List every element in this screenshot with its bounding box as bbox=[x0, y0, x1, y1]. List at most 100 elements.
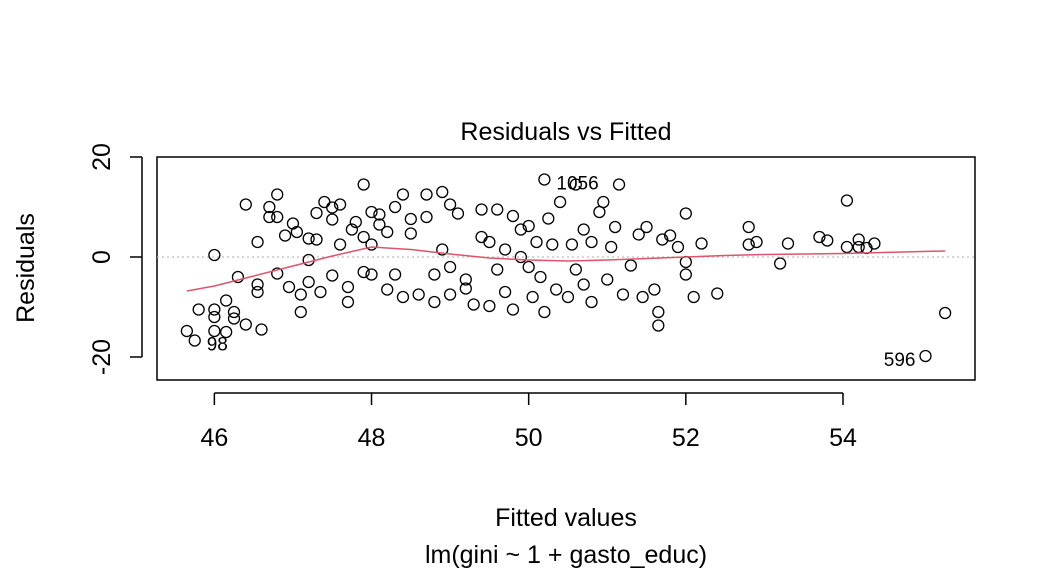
point bbox=[561, 290, 575, 304]
point bbox=[341, 295, 355, 309]
point bbox=[412, 288, 425, 301]
point bbox=[302, 232, 315, 245]
point bbox=[840, 194, 854, 207]
point bbox=[326, 201, 339, 214]
point bbox=[263, 210, 276, 224]
point bbox=[451, 207, 465, 220]
x-tick-label: 52 bbox=[672, 424, 700, 452]
point bbox=[616, 288, 630, 301]
point bbox=[333, 238, 347, 251]
point bbox=[227, 312, 241, 325]
point bbox=[781, 237, 795, 250]
point bbox=[271, 188, 284, 201]
point bbox=[526, 290, 539, 304]
point bbox=[388, 268, 402, 281]
point bbox=[443, 260, 457, 274]
point bbox=[522, 260, 535, 274]
point bbox=[373, 218, 386, 231]
point-label: 98 bbox=[207, 335, 228, 356]
point bbox=[365, 205, 378, 219]
point-label: 596 bbox=[884, 350, 916, 371]
point bbox=[443, 198, 457, 211]
point bbox=[538, 305, 551, 319]
point bbox=[656, 233, 669, 246]
point bbox=[365, 268, 378, 281]
point bbox=[569, 178, 582, 191]
point bbox=[381, 283, 394, 296]
point bbox=[428, 268, 441, 281]
plot-box bbox=[156, 156, 976, 381]
point bbox=[553, 195, 567, 209]
point bbox=[624, 259, 637, 272]
point bbox=[652, 319, 665, 332]
point bbox=[341, 280, 355, 294]
point bbox=[483, 235, 496, 249]
point bbox=[271, 210, 284, 224]
point bbox=[404, 212, 417, 226]
point bbox=[208, 310, 221, 324]
point bbox=[282, 280, 296, 294]
point bbox=[459, 273, 472, 286]
point bbox=[436, 185, 449, 199]
point bbox=[475, 230, 488, 244]
point bbox=[326, 269, 339, 282]
point-label: 1056 bbox=[556, 174, 598, 195]
point bbox=[302, 275, 315, 289]
point bbox=[227, 305, 241, 319]
point bbox=[208, 303, 221, 316]
point bbox=[542, 212, 555, 225]
point bbox=[773, 257, 787, 270]
point bbox=[278, 229, 292, 242]
point bbox=[443, 288, 457, 301]
point bbox=[239, 318, 252, 331]
point bbox=[428, 295, 441, 309]
point bbox=[679, 268, 692, 281]
point bbox=[565, 238, 579, 251]
point bbox=[514, 223, 527, 236]
point bbox=[663, 229, 677, 242]
point bbox=[192, 303, 205, 316]
point bbox=[498, 243, 512, 256]
point bbox=[919, 349, 932, 363]
point bbox=[522, 219, 535, 233]
point bbox=[632, 228, 645, 241]
point bbox=[538, 173, 551, 186]
point bbox=[467, 298, 480, 311]
point bbox=[294, 288, 307, 301]
x-tick-label: 46 bbox=[200, 424, 228, 452]
point bbox=[263, 200, 276, 214]
point bbox=[711, 287, 724, 300]
point bbox=[648, 283, 661, 296]
point bbox=[821, 234, 834, 247]
point bbox=[550, 283, 563, 296]
point bbox=[671, 240, 685, 254]
point bbox=[436, 243, 449, 256]
point bbox=[219, 325, 233, 339]
point bbox=[612, 178, 626, 191]
point bbox=[310, 206, 323, 220]
point bbox=[239, 198, 252, 211]
point bbox=[813, 230, 826, 244]
point bbox=[208, 248, 221, 262]
point bbox=[381, 225, 394, 239]
point bbox=[345, 223, 359, 236]
point bbox=[388, 200, 402, 214]
point bbox=[302, 253, 315, 267]
point bbox=[294, 305, 307, 319]
point bbox=[357, 178, 370, 191]
point bbox=[251, 278, 264, 291]
point bbox=[530, 235, 543, 249]
point bbox=[349, 215, 362, 229]
point bbox=[188, 334, 201, 347]
point bbox=[652, 305, 665, 319]
point bbox=[514, 250, 527, 264]
y-tick-label: 20 bbox=[88, 143, 116, 171]
chart-title: Residuals vs Fitted bbox=[460, 118, 671, 146]
point bbox=[255, 323, 268, 336]
point bbox=[640, 220, 653, 234]
point bbox=[208, 324, 221, 338]
point bbox=[271, 267, 284, 280]
point bbox=[491, 263, 504, 276]
